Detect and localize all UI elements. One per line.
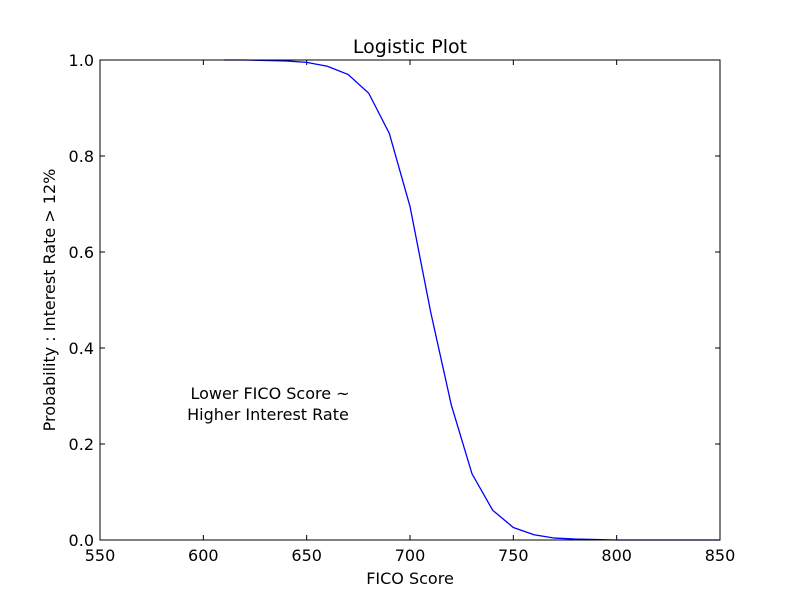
- y-tick-label-1: 0.2: [69, 435, 94, 454]
- plot-frame: [99, 59, 721, 541]
- x-tick-label-4: 750: [498, 546, 529, 565]
- y-tick-label-5: 1.0: [69, 51, 94, 70]
- x-axis-title: FICO Score: [366, 569, 454, 588]
- plot-area: [100, 60, 720, 540]
- x-tick-label-1: 600: [188, 546, 219, 565]
- x-tick-label-2: 650: [291, 546, 322, 565]
- x-tick-label-0: 550: [85, 546, 116, 565]
- y-tick-label-0: 0.0: [69, 531, 94, 550]
- y-tick-label-2: 0.4: [69, 339, 94, 358]
- y-tick-label-4: 0.8: [69, 147, 94, 166]
- annotation-line-2: Higher Interest Rate: [187, 405, 349, 424]
- x-tick-label-6: 850: [705, 546, 736, 565]
- axis-tick-labels: 550 600 650 700 750 800 850 0.0 0.2 0.4 0.6 0.8 1.0: [69, 51, 736, 565]
- annotation-line-1: Lower FICO Score ~: [190, 384, 349, 403]
- y-tick-label-3: 0.6: [69, 243, 94, 262]
- x-tick-label-5: 800: [601, 546, 632, 565]
- x-tick-label-3: 700: [395, 546, 426, 565]
- chart-title: Logistic Plot: [353, 36, 467, 58]
- y-axis-title: Probability : Interest Rate > 12%: [40, 169, 59, 432]
